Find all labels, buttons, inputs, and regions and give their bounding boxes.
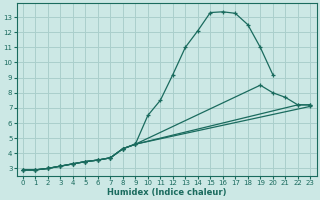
X-axis label: Humidex (Indice chaleur): Humidex (Indice chaleur) [107, 188, 226, 197]
